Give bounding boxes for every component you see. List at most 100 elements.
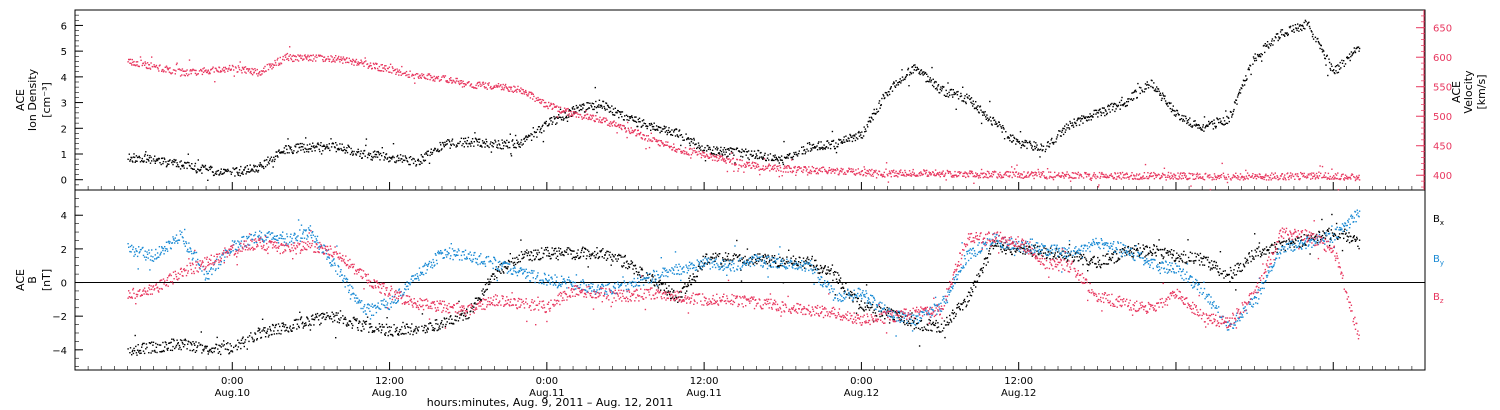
density-point [1019,131,1022,133]
velocity-point [717,154,719,156]
density-point [471,142,473,144]
density-point [1023,141,1025,144]
density-point [699,146,701,148]
bx-point [228,353,230,355]
density-point [1052,142,1054,144]
bx-point [379,325,382,328]
density-point [1194,120,1196,122]
velocity-point [598,121,600,123]
density-point [560,116,562,119]
velocity-point [259,71,261,73]
velocity-point [924,170,926,172]
velocity-point [593,119,595,122]
density-point [1094,109,1097,111]
density-point [1067,124,1069,126]
density-point [1160,94,1162,96]
velocity-point [303,58,305,60]
density-point [309,143,311,145]
density-point [811,144,813,146]
density-point [1167,105,1169,107]
density-point [593,108,595,111]
bx-point [310,324,312,326]
bx-point [272,324,274,327]
bx-point [454,319,456,321]
x-tick-label-time: 0:00 [850,376,872,387]
density-point [166,163,169,165]
bx-point [290,329,292,331]
velocity-point [1012,171,1015,174]
velocity-point [553,103,555,106]
density-point [407,161,409,163]
bx-point [361,323,363,325]
velocity-point [730,152,733,154]
bx-point [143,342,145,345]
velocity-point [958,171,960,173]
density-point [1220,120,1222,122]
velocity-point [398,69,401,71]
density-point [536,136,538,138]
velocity-point [315,60,317,62]
velocity-point [546,105,549,108]
density-point [771,158,773,161]
velocity-point [342,56,345,58]
bx-point [632,264,635,267]
bx-point [609,256,612,258]
bx-point [220,346,222,348]
density-point [422,156,424,158]
velocity-point [1125,177,1127,179]
density-point [1201,129,1203,131]
bx-point [151,341,153,343]
density-point [748,158,750,161]
density-point [880,104,882,106]
bx-point [624,256,626,258]
velocity-point [678,148,681,150]
velocity-point [1225,176,1227,179]
velocity-point [601,121,603,124]
velocity-point [819,167,821,170]
velocity-point [668,146,671,149]
density-point [1164,95,1166,97]
density-point [869,120,871,122]
velocity-point [520,92,523,95]
velocity-point [263,71,266,73]
bx-point [185,339,187,342]
velocity-point [1298,178,1301,181]
velocity-point [1193,178,1196,180]
density-point [878,100,881,102]
density-point [614,114,616,116]
bx-point [322,316,325,318]
density-point [1212,123,1214,125]
density-point [655,129,657,131]
density-point [1268,47,1270,49]
velocity-point [385,70,388,72]
velocity-point [234,66,237,68]
velocity-point [772,168,775,171]
density-point [345,150,348,152]
density-point [752,154,754,157]
density-point [374,153,376,156]
density-point [210,165,212,168]
bx-point [466,312,468,314]
bx-point [512,257,514,260]
velocity-point [1159,177,1161,180]
density-point [448,141,451,143]
density-point [475,138,477,140]
velocity-point [394,69,396,71]
velocity-point [791,171,793,174]
velocity-point [990,175,992,177]
velocity-point [1108,174,1111,177]
density-point [131,157,133,159]
density-point [271,159,274,161]
velocity-point [1049,171,1052,173]
density-point [951,94,953,96]
velocity-point [1323,176,1325,178]
density-point [155,159,158,161]
density-point [240,165,242,168]
velocity-point [358,64,360,66]
velocity-point [1227,173,1229,176]
density-point [635,121,638,123]
velocity-point [870,170,872,172]
density-point [224,168,226,171]
bx-point [216,336,218,339]
velocity-point [1137,174,1140,176]
